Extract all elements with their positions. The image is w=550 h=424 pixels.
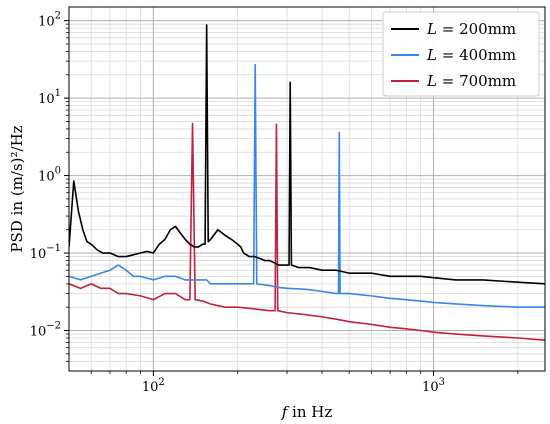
y-tick-label: 101 bbox=[38, 88, 61, 107]
y-tick-label-base: 10 bbox=[30, 247, 47, 262]
legend-label: L = 400mm bbox=[426, 46, 516, 64]
series-line-1 bbox=[69, 24, 545, 285]
legend-box bbox=[382, 11, 540, 97]
series-line-3 bbox=[69, 122, 545, 341]
series-line-2 bbox=[69, 63, 545, 308]
x-axis-label: f in Hz bbox=[281, 403, 333, 421]
ticks bbox=[64, 20, 519, 376]
y-tick-label-base: 10 bbox=[30, 324, 47, 339]
legend-label-rest: = 200mm bbox=[437, 20, 516, 38]
y-tick-label: 10−2 bbox=[30, 320, 61, 339]
y-tick-label-base: 10 bbox=[38, 170, 55, 185]
x-tick-label-exp: 3 bbox=[439, 377, 445, 388]
y-tick-label-exp: 2 bbox=[55, 11, 61, 22]
y-axis-label: PSD in (m/s)²/Hz bbox=[8, 125, 26, 252]
legend-label: L = 700mm bbox=[426, 72, 516, 90]
y-tick-label-exp: 0 bbox=[55, 166, 61, 177]
y-tick-label: 10−1 bbox=[30, 243, 61, 262]
x-axis-label-rest: in Hz bbox=[287, 403, 332, 421]
x-tick-label-base: 10 bbox=[142, 380, 159, 395]
legend-label-rest: = 400mm bbox=[437, 46, 516, 64]
plot-frame bbox=[68, 6, 546, 372]
y-tick-label-exp: −2 bbox=[46, 320, 61, 331]
x-tick-label: 102 bbox=[142, 377, 165, 395]
x-tick-label: 103 bbox=[422, 377, 445, 395]
legend-label: L = 200mm bbox=[426, 20, 516, 38]
y-tick-label: 100 bbox=[38, 166, 61, 185]
y-tick-label-exp: 1 bbox=[55, 88, 61, 99]
x-tick-label-base: 10 bbox=[422, 380, 439, 395]
legend-label-rest: = 700mm bbox=[437, 72, 516, 90]
series-layer bbox=[69, 24, 545, 341]
y-tick-label-base: 10 bbox=[38, 15, 55, 30]
legend-label-var: L bbox=[426, 72, 437, 90]
y-tick-label: 102 bbox=[38, 11, 61, 30]
y-tick-label-base: 10 bbox=[38, 92, 55, 107]
y-tick-label-exp: −1 bbox=[46, 243, 61, 254]
legend-label-var: L bbox=[426, 46, 437, 64]
legend-label-var: L bbox=[426, 20, 437, 38]
x-tick-label-exp: 2 bbox=[158, 377, 164, 388]
x-axis-label-var: f bbox=[281, 403, 290, 421]
